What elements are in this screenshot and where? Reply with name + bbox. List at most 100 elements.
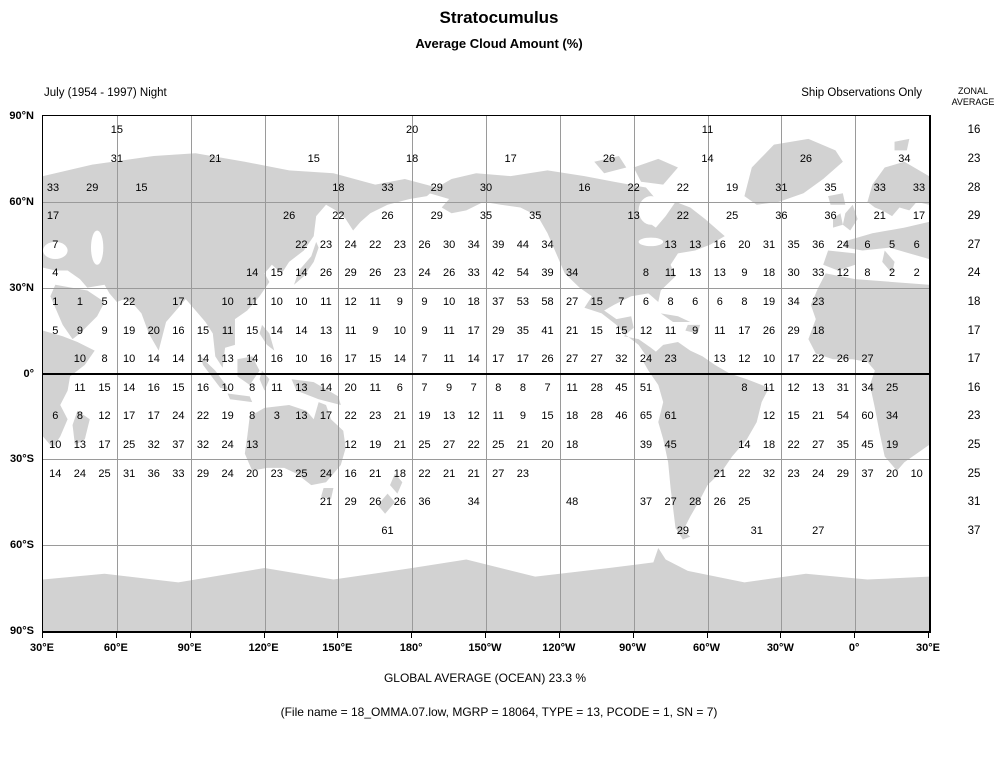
grid-value: 8 — [495, 381, 502, 394]
grid-value: 33 — [172, 467, 185, 480]
grid-value: 29 — [86, 181, 99, 194]
grid-value: 29 — [836, 467, 849, 480]
sea-hudson-bay — [638, 196, 664, 225]
land-iceland — [828, 193, 846, 205]
land-borneo — [237, 356, 260, 385]
grid-value: 36 — [812, 238, 825, 251]
grid-value: 34 — [861, 381, 874, 394]
land-new-zealand-south — [377, 493, 395, 514]
grid-value: 29 — [344, 267, 357, 280]
lat-tick-label: 0° — [23, 367, 34, 380]
zonal-average-value: 16 — [967, 124, 981, 137]
grid-value: 20 — [406, 124, 419, 137]
lon-tick-mark — [337, 632, 339, 638]
land-baffin-island — [633, 158, 678, 185]
grid-value: 14 — [295, 324, 308, 337]
land-italy — [882, 250, 895, 274]
grid-value: 58 — [541, 295, 554, 308]
grid-value: 5 — [52, 324, 59, 337]
grid-value: 27 — [566, 353, 579, 366]
grid-value: 26 — [836, 353, 849, 366]
grid-value: 24 — [812, 467, 825, 480]
grid-value: 25 — [885, 381, 899, 394]
land-victoria-island — [594, 156, 627, 174]
grid-value: 27 — [812, 524, 825, 537]
grid-value: 18 — [566, 410, 579, 423]
grid-value: 19 — [885, 439, 899, 452]
grid-value: 35 — [836, 439, 849, 452]
grid-value: 34 — [885, 410, 899, 423]
grid-value: 14 — [246, 353, 259, 366]
grid-value: 39 — [541, 267, 554, 280]
equator-line — [43, 372, 929, 375]
grid-value: 33 — [46, 181, 60, 194]
grid-value: 20 — [246, 467, 259, 480]
grid-value: 14 — [49, 467, 62, 480]
grid-value: 33 — [812, 267, 825, 280]
grid-value: 5 — [101, 295, 108, 308]
grid-value: 10 — [123, 353, 136, 366]
grid-value: 35 — [824, 181, 837, 194]
grid-value: 18 — [566, 439, 579, 452]
grid-value: 11 — [664, 324, 677, 337]
grid-value: 37 — [639, 496, 653, 509]
grid-value: 14 — [738, 439, 751, 452]
grid-value: 10 — [73, 353, 87, 366]
grid-value: 11 — [344, 324, 357, 337]
grid-value: 11 — [369, 381, 381, 394]
grid-value: 25 — [725, 210, 739, 223]
grid-value: 13 — [627, 210, 640, 223]
grid-value: 14 — [701, 152, 714, 165]
lat-tick-label: 90°N — [9, 110, 34, 122]
grid-value: 15 — [172, 381, 185, 394]
grid-value: 21 — [566, 324, 579, 337]
grid-value: 22 — [196, 410, 210, 423]
grid-value: 53 — [516, 295, 530, 308]
grid-value: 15 — [590, 295, 603, 308]
grid-value: 16 — [578, 181, 591, 194]
grid-value: 60 — [861, 410, 874, 423]
grid-value: 26 — [442, 267, 456, 280]
source-label: Ship Observations Only — [801, 87, 922, 99]
grid-value: 26 — [369, 267, 382, 280]
grid-value: 13 — [295, 381, 308, 394]
zonal-average-value: 24 — [967, 267, 981, 280]
grid-value: 18 — [332, 181, 345, 194]
grid-value: 15 — [615, 324, 628, 337]
grid-value: 24 — [836, 238, 849, 251]
grid-value: 22 — [467, 439, 480, 452]
grid-value: 11 — [443, 324, 455, 337]
lake-great-lakes — [638, 237, 664, 247]
grid-value: 23 — [812, 295, 825, 308]
grid-value: 13 — [713, 267, 726, 280]
grid-value: 12 — [467, 410, 480, 423]
grid-value: 20 — [885, 467, 899, 480]
grid-value: 14 — [123, 381, 136, 394]
grid-value: 22 — [369, 238, 382, 251]
grid-value: 13 — [442, 410, 456, 423]
grid-value: 26 — [319, 267, 333, 280]
grid-value: 18 — [406, 152, 419, 165]
land-arabia — [50, 284, 105, 340]
grid-value: 16 — [344, 467, 357, 480]
grid-value: 27 — [442, 439, 456, 452]
grid-value: 3 — [273, 410, 280, 423]
land-cuba — [660, 313, 691, 322]
global-average-label: GLOBAL AVERAGE (OCEAN) 23.3 % — [383, 671, 587, 685]
grid-value: 23 — [393, 267, 406, 280]
grid-value: 26 — [282, 210, 296, 223]
grid-value: 34 — [787, 295, 800, 308]
zonal-average-value: 29 — [967, 210, 981, 223]
grid-value: 15 — [246, 324, 259, 337]
grid-value: 21 — [873, 210, 886, 223]
grid-value: 11 — [246, 295, 258, 308]
lon-tick-mark — [780, 632, 782, 638]
land-svalbard — [894, 138, 910, 151]
grid-value: 23 — [787, 467, 800, 480]
grid-value: 12 — [344, 439, 357, 452]
grid-value: 14 — [246, 267, 259, 280]
grid-value: 20 — [738, 238, 751, 251]
grid-value: 9 — [446, 381, 453, 394]
grid-value: 17 — [738, 324, 751, 337]
latitude-axis: 90°N 60°N 30°N 0° 30°S 60°S 90°S — [0, 110, 38, 637]
